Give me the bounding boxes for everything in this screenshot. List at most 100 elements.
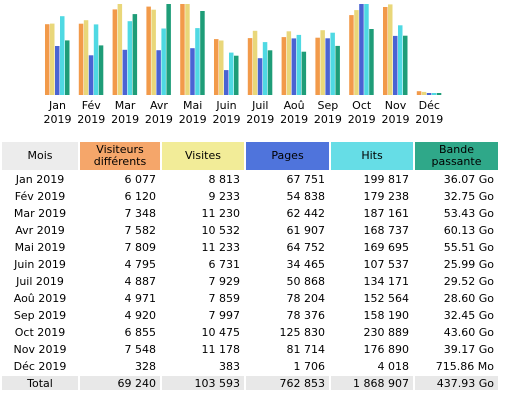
- x-tick-year: 2019: [348, 113, 376, 126]
- header-bande-line1: Bande: [438, 143, 474, 156]
- visites-bar: [117, 4, 123, 95]
- x-tick-month: Aoû: [284, 99, 305, 112]
- bande-passante-bar: [436, 93, 442, 95]
- cell-pages: 61 907: [286, 224, 326, 237]
- visites-bar: [151, 9, 156, 96]
- pages-bar: [393, 35, 398, 95]
- visiteurs-bar: [214, 39, 219, 95]
- header-pages-label: Pages: [271, 149, 304, 162]
- x-tick-year: 2019: [111, 113, 139, 126]
- x-tick-year: 2019: [246, 113, 274, 126]
- cell-visiteurs: 328: [135, 360, 156, 373]
- cell-pages: 64 752: [286, 241, 326, 254]
- hits-bar: [195, 28, 200, 96]
- visites-bar: [388, 4, 393, 95]
- visites-bar: [286, 31, 292, 95]
- cell-bande: 36.07 Go: [443, 173, 494, 186]
- bande-passante-bar: [403, 35, 408, 95]
- cell-bande: 32.45 Go: [443, 309, 494, 322]
- table-row: Fév 2019 6 120 9 233 54 838 179 238 32.75 Go: [2, 189, 498, 204]
- pages-bar: [359, 4, 364, 95]
- cell-pages: 34 465: [286, 258, 326, 271]
- cell-visites: 10 532: [201, 224, 241, 237]
- monthly-bar-chart: Jan2019Fév2019Mar2019Avr2019Mai2019Juin2…: [44, 4, 443, 126]
- cell-visiteurs: 7 582: [124, 224, 157, 237]
- cell-bande: 28.60 Go: [443, 292, 494, 305]
- x-tick-year: 2019: [415, 113, 443, 126]
- total-row: Total 69 240 103 593 762 853 1 868 907 4…: [2, 376, 498, 390]
- cell-pages: 78 204: [286, 292, 326, 305]
- total-bande-passante: 437.93 Go: [436, 376, 494, 390]
- table-row: Jan 2019 6 077 8 813 67 751 199 817 36.07 Go: [2, 172, 498, 187]
- cell-visites: 7 929: [208, 275, 241, 288]
- cell-visites: 10 475: [201, 326, 241, 339]
- table-row: Nov 2019 7 548 11 178 81 714 176 890 39.17 Go: [2, 342, 498, 357]
- total-hits: 1 868 907: [353, 376, 409, 390]
- hits-bar: [229, 52, 234, 95]
- header-visites: Visites: [162, 142, 244, 170]
- cell-hits: 152 564: [363, 292, 410, 305]
- cell-visiteurs: 4 971: [124, 292, 157, 305]
- visiteurs-bar: [247, 38, 253, 95]
- table-row: Sep 2019 4 920 7 997 78 376 158 190 32.45 Go: [2, 308, 498, 323]
- bande-passante-bar: [98, 45, 104, 95]
- table-row: Oct 2019 6 855 10 475 125 830 230 889 43.60 G…: [2, 325, 498, 340]
- total-label: Total: [27, 376, 53, 390]
- table-row: Déc 2019 328 383 1 706 4 018 715.86 Mo: [2, 359, 498, 374]
- cell-visites: 8 813: [208, 173, 241, 186]
- visites-bar: [320, 30, 325, 96]
- header-visiteurs: Visiteurs différents: [80, 142, 160, 170]
- visiteurs-bar: [383, 7, 388, 95]
- table-row: Aoû 2019 4 971 7 859 78 204 152 564 28.60 Go: [2, 291, 498, 306]
- pages-bar: [257, 58, 263, 95]
- cell-pages: 78 376: [286, 309, 326, 322]
- cell-bande: 32.75 Go: [443, 190, 494, 203]
- x-tick-month: Mar: [115, 99, 136, 112]
- header-visites-label: Visites: [185, 149, 221, 162]
- x-tick-month: Juil: [251, 99, 268, 112]
- table-row: Juin 2019 4 795 6 731 34 465 107 537 25.99 Go: [2, 257, 498, 272]
- cell-bande: 55.51 Go: [443, 241, 494, 254]
- pages-bar: [224, 70, 229, 95]
- cell-pages: 81 714: [286, 343, 326, 356]
- pages-bar: [291, 38, 297, 95]
- total-visiteurs: 69 240: [117, 376, 157, 390]
- x-tick-month: Déc: [419, 99, 440, 112]
- x-tick-month: Oct: [352, 99, 372, 112]
- bande-passante-bar: [200, 11, 205, 95]
- cell-hits: 176 890: [363, 343, 410, 356]
- visites-bar: [185, 4, 190, 95]
- x-tick-year: 2019: [382, 113, 410, 126]
- cell-bande: 29.52 Go: [443, 275, 494, 288]
- total-visites: 103 593: [194, 376, 241, 390]
- cell-visites: 11 178: [201, 343, 241, 356]
- header-hits-label: Hits: [361, 149, 383, 162]
- monthly-stats-table: Mois Visiteurs différents Visites Pages H…: [0, 140, 500, 392]
- hits-bar: [262, 42, 268, 95]
- x-tick-month: Nov: [385, 99, 407, 112]
- visiteurs-bar: [45, 24, 50, 96]
- visites-bar: [421, 91, 427, 95]
- hits-bar: [127, 21, 133, 96]
- bande-passante-bar: [335, 45, 340, 95]
- x-tick-year: 2019: [213, 113, 241, 126]
- cell-visites: 11 233: [201, 241, 241, 254]
- cell-pages: 50 868: [286, 275, 326, 288]
- x-tick-month: Fév: [82, 99, 101, 112]
- x-tick-year: 2019: [44, 113, 72, 126]
- cell-visites: 6 731: [208, 258, 241, 271]
- cell-hits: 4 018: [377, 360, 410, 373]
- cell-visites: 383: [219, 360, 240, 373]
- cell-hits: 168 737: [363, 224, 410, 237]
- table-header-row: Mois Visiteurs différents Visites Pages H…: [2, 142, 498, 170]
- cell-visiteurs: 6 855: [124, 326, 157, 339]
- cell-hits: 169 695: [363, 241, 410, 254]
- header-visiteurs-line1: Visiteurs: [96, 143, 144, 156]
- visiteurs-bar: [180, 4, 185, 95]
- hits-bar: [364, 4, 369, 95]
- cell-hits: 158 190: [363, 309, 410, 322]
- cell-bande: 25.99 Go: [443, 258, 494, 271]
- table-row: Mai 2019 7 809 11 233 64 752 169 695 55.51 Go: [2, 240, 498, 255]
- bande-passante-bar: [369, 29, 374, 95]
- hits-bar: [330, 32, 335, 95]
